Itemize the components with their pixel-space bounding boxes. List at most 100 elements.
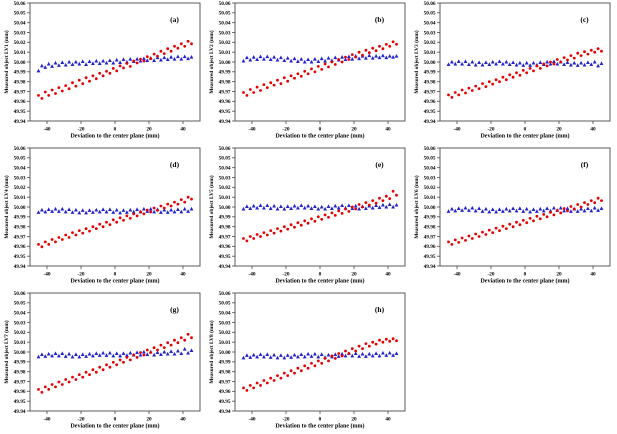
y-axis-ticks: 49.94 49.95 49.96 49.97 49.98 49.99 50.00 50.01… [424,146,440,270]
series-blue-triangle [36,54,194,73]
y-tick-label: 50.02 [14,330,26,336]
y-tick-label: 49.99 [14,70,26,76]
y-tick-label: 49.99 [219,215,231,221]
subplot-g: 49.94 49.95 49.96 49.97 49.98 49.99 50.00 50.01… [3,291,201,430]
series-blue-triangle [36,206,194,215]
panel-label: (a) [170,15,179,24]
y-tick-label: 50.06 [14,291,26,297]
x-tick-label: -20 [77,272,84,278]
y-tick-label: 50.05 [219,156,231,162]
y-tick-label: 49.99 [424,70,436,76]
series-blue-triangle [446,205,604,214]
x-tick-label: -20 [282,272,289,278]
x-tick-label: 20 [351,417,357,423]
y-tick-label: 50.00 [14,350,26,356]
y-tick-label: 50.00 [14,60,26,66]
y-tick-label: 50.05 [14,156,26,162]
y-tick-label: 50.01 [14,195,26,201]
x-axis-title: Deviation to the center plane (mm) [275,423,364,430]
panel-label: (h) [375,305,385,314]
x-tick-label: 40 [385,417,391,423]
x-tick-label: 0 [114,127,117,133]
subplot-e: 49.94 49.95 49.96 49.97 49.98 49.99 50.00 50.01… [208,146,406,285]
y-tick-label: 50.03 [14,30,26,36]
x-tick-label: 20 [146,127,152,133]
y-tick-label: 50.04 [219,166,231,172]
y-tick-label: 49.95 [14,399,26,405]
y-tick-label: 50.06 [14,1,26,7]
panel-label: (f) [581,160,589,169]
y-axis-title: Measured object LV6 (mm) [413,175,420,239]
subplot-a: 49.94 49.95 49.96 49.97 49.98 49.99 50.00 50.01… [3,1,201,140]
y-tick-label: 49.95 [14,254,26,260]
series-blue-triangle [241,53,399,64]
y-axis-title: Measured object LV2 (mm) [208,30,215,94]
y-tick-label: 49.98 [424,225,436,231]
x-axis-ticks: -40 -20 0 20 40 [43,411,186,423]
y-tick-label: 50.05 [424,11,436,17]
x-axis-ticks: -40 -20 0 20 40 [453,266,596,278]
y-tick-label: 50.04 [424,21,436,27]
x-tick-label: -40 [43,417,50,423]
y-tick-label: 49.95 [14,109,26,115]
y-tick-label: 49.99 [219,70,231,76]
x-tick-label: 0 [114,272,117,278]
x-tick-label: -20 [77,417,84,423]
y-axis-title: Measured object LV4 (mm) [3,175,10,239]
x-tick-label: -20 [282,417,289,423]
y-tick-label: 50.03 [14,320,26,326]
y-tick-label: 49.97 [424,234,436,240]
series-red-circle [242,337,398,392]
y-tick-label: 49.99 [219,360,231,366]
x-axis-ticks: -40 -20 0 20 40 [43,266,186,278]
x-tick-label: 20 [556,127,562,133]
y-axis-title: Measured object LV3 (mm) [413,30,420,94]
y-tick-label: 49.94 [219,264,231,270]
y-tick-label: 50.06 [14,146,26,152]
y-tick-label: 49.94 [14,409,26,415]
y-tick-label: 49.96 [14,389,26,395]
y-axis-ticks: 49.94 49.95 49.96 49.97 49.98 49.99 50.00 50.01… [219,291,235,415]
x-axis-title: Deviation to the center plane (mm) [480,278,569,285]
y-tick-label: 50.04 [424,166,436,172]
y-tick-label: 49.96 [424,99,436,105]
y-tick-label: 49.94 [14,119,26,125]
y-tick-label: 49.98 [14,370,26,376]
y-tick-label: 50.01 [14,50,26,56]
x-tick-label: -40 [453,272,460,278]
y-tick-label: 50.03 [424,30,436,36]
y-tick-label: 50.00 [219,205,231,211]
series-red-circle [447,196,603,246]
y-tick-label: 49.94 [219,409,231,415]
y-tick-label: 49.98 [14,80,26,86]
y-axis-title: Measured object LV5 (mm) [208,175,215,239]
y-tick-label: 50.06 [219,1,231,7]
x-axis-title: Deviation to the center plane (mm) [275,278,364,285]
x-tick-label: -20 [282,127,289,133]
y-tick-label: 50.06 [424,146,436,152]
x-tick-label: 40 [180,417,186,423]
y-axis-title: Measured object LV7 (mm) [3,320,10,384]
x-tick-label: 40 [385,127,391,133]
y-tick-label: 50.04 [219,311,231,317]
y-tick-label: 49.95 [219,109,231,115]
y-tick-label: 49.96 [424,244,436,250]
y-axis-ticks: 49.94 49.95 49.96 49.97 49.98 49.99 50.00 50.01… [14,146,30,270]
x-tick-label: 0 [319,272,322,278]
x-axis-title: Deviation to the center plane (mm) [480,133,569,140]
y-tick-label: 49.97 [14,234,26,240]
panel-label: (d) [170,160,180,169]
panel-label: (c) [580,15,589,24]
x-tick-label: 40 [590,272,596,278]
x-tick-label: -40 [453,127,460,133]
figure-cell: 49.94 49.95 49.96 49.97 49.98 49.99 50.00 50.01… [0,290,205,434]
y-tick-label: 50.00 [14,205,26,211]
series-red-circle [242,40,398,97]
x-axis-title: Deviation to the center plane (mm) [275,133,364,140]
figure-cell: 49.94 49.95 49.96 49.97 49.98 49.99 50.00 50.01… [410,145,617,290]
x-tick-label: 20 [351,272,357,278]
y-tick-label: 49.96 [219,244,231,250]
y-tick-label: 49.97 [424,89,436,95]
x-axis-title: Deviation to the center plane (mm) [70,133,159,140]
